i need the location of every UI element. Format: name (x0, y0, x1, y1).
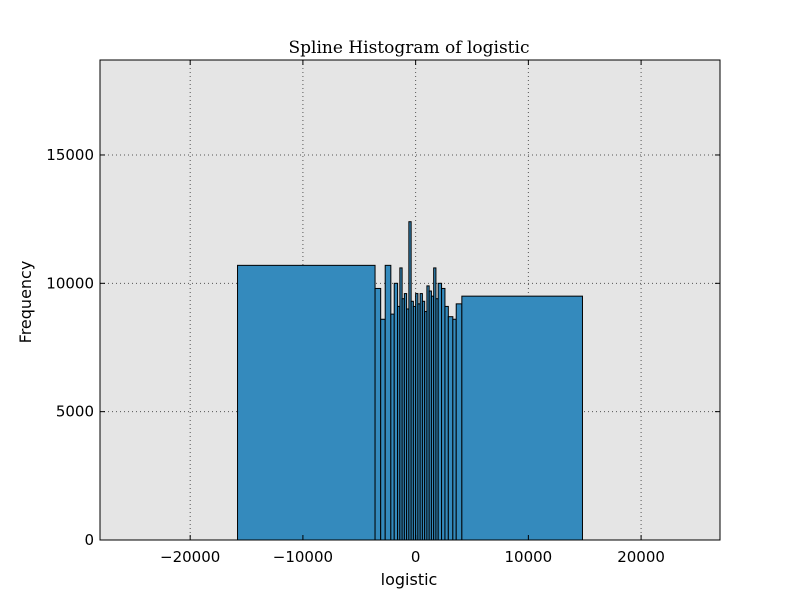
y-tick-label: 0 (84, 531, 94, 549)
histogram-bars (237, 221, 583, 541)
histogram-bar (461, 295, 583, 541)
histogram-bar (444, 305, 449, 541)
histogram-bar (237, 264, 376, 541)
x-tick-label: 10000 (505, 548, 553, 566)
histogram-bar (447, 316, 454, 541)
histogram-bar (390, 313, 395, 541)
histogram-bar (455, 303, 463, 541)
histogram-bar (384, 264, 392, 541)
histogram-bar (374, 287, 382, 541)
x-tick-label: −10000 (273, 548, 333, 566)
histogram-bar (452, 318, 457, 541)
histogram-bar (437, 282, 443, 541)
x-tick-label: −20000 (160, 548, 220, 566)
x-tick-label: 0 (411, 548, 421, 566)
histogram-bar (393, 282, 399, 541)
histogram-bar (380, 318, 386, 541)
y-axis-ticks: 0 5000 10000 15000 (46, 146, 720, 549)
x-tick-label: 20000 (617, 548, 665, 566)
y-axis-label: Frequency (16, 261, 35, 344)
histogram-bar (441, 287, 446, 541)
x-axis-ticks: −20000 −10000 0 10000 20000 (160, 60, 665, 566)
x-axis-label: logistic (381, 570, 438, 589)
y-tick-label: 15000 (46, 146, 94, 164)
y-tick-label: 5000 (56, 403, 94, 421)
chart-title: Spline Histogram of logistic (289, 38, 530, 58)
plot-frame (99, 59, 721, 541)
y-tick-label: 10000 (46, 274, 94, 292)
